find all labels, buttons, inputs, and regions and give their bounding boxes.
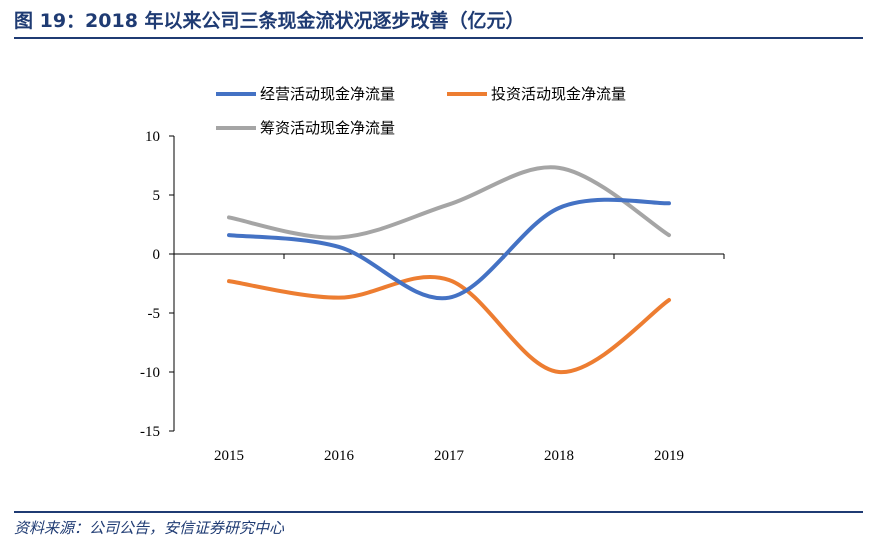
x-tick-label: 2016 bbox=[324, 448, 355, 464]
figure-title: 图 19：2018 年以来公司三条现金流状况逐步改善（亿元） bbox=[14, 10, 525, 32]
source-rule bbox=[14, 511, 863, 513]
series-line-investing bbox=[227, 274, 671, 375]
series-line-operating bbox=[227, 197, 671, 301]
legend-label-financing: 筹资活动现金净流量 bbox=[260, 119, 395, 137]
y-tick-label: 5 bbox=[153, 188, 161, 204]
legend-label-operating: 经营活动现金净流量 bbox=[260, 85, 395, 103]
y-tick-label: -5 bbox=[148, 306, 161, 322]
series-line-financing bbox=[227, 165, 671, 240]
x-tick-label: 2019 bbox=[654, 448, 684, 464]
y-tick-label: 10 bbox=[145, 129, 160, 145]
y-tick-label: -10 bbox=[140, 365, 160, 381]
y-tick-label: 0 bbox=[153, 247, 161, 263]
x-tick-label: 2015 bbox=[214, 448, 244, 464]
legend-label-investing: 投资活动现金净流量 bbox=[491, 85, 626, 103]
source-note: 资料来源：公司公告，安信证券研究中心 bbox=[14, 519, 285, 537]
x-tick-label: 2018 bbox=[544, 448, 574, 464]
y-tick-label: -15 bbox=[140, 424, 160, 440]
legend: 经营活动现金净流量 投资活动现金净流量 筹资活动现金净流量 bbox=[216, 85, 626, 137]
chart-axes: 10 5 0 -5 -10 -15 2015 2016 2017 2018 2019 bbox=[140, 129, 725, 464]
title-rule bbox=[14, 37, 863, 39]
x-tick-label: 2017 bbox=[434, 448, 465, 464]
series-lines bbox=[227, 165, 671, 375]
